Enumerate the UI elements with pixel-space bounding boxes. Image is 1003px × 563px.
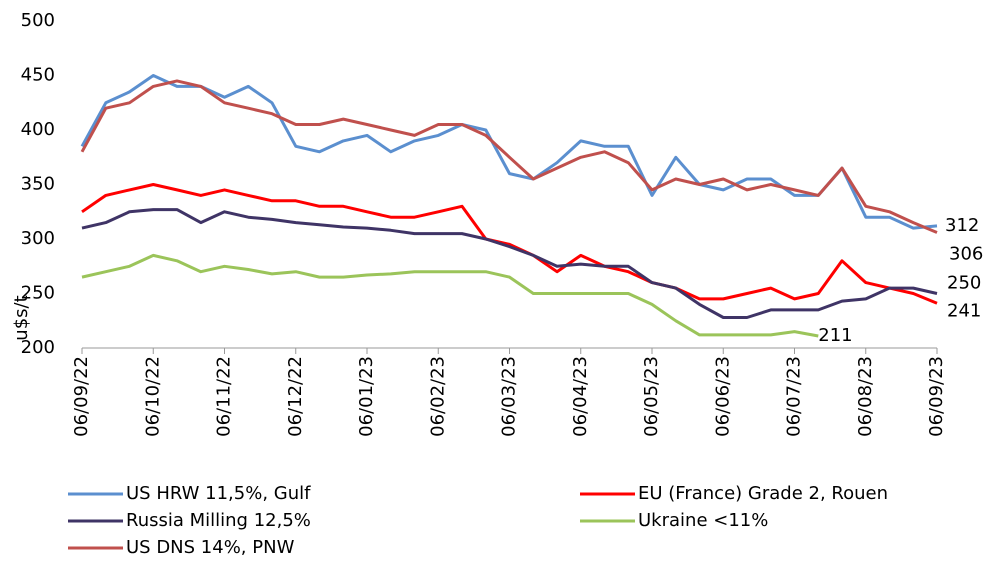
series-line — [80, 79, 938, 234]
x-tick-label: 06/06/23 — [712, 356, 733, 437]
end-label: 241 — [947, 300, 981, 321]
legend-label: Ukraine <11% — [638, 510, 768, 531]
x-tick-label: 06/09/22 — [71, 356, 92, 437]
series-line — [80, 74, 938, 230]
series-line — [81, 208, 938, 319]
x-tick-label: 06/02/23 — [427, 356, 448, 437]
x-tick-label: 06/05/23 — [641, 356, 662, 437]
series-line — [81, 253, 819, 338]
x-tick-label: 06/04/23 — [570, 356, 591, 437]
y-tick-label: 300 — [21, 228, 55, 249]
x-tick-label: 06/03/23 — [499, 356, 520, 437]
x-tick-label: 06/09/23 — [926, 356, 947, 437]
x-tick-label: 06/07/23 — [784, 356, 805, 437]
legend-label: US HRW 11,5%, Gulf — [126, 483, 311, 504]
end-label: 211 — [818, 325, 852, 346]
x-tick-label: 06/08/23 — [855, 356, 876, 437]
end-label: 312 — [945, 215, 979, 236]
y-axis-title: u$s/t — [11, 295, 32, 340]
y-tick-label: 350 — [21, 174, 55, 195]
legend-label: EU (France) Grade 2, Rouen — [638, 483, 888, 504]
end-label: 250 — [947, 273, 981, 294]
x-tick-label: 06/01/23 — [356, 356, 377, 437]
y-tick-label: 400 — [21, 119, 55, 140]
x-tick-label: 06/12/22 — [285, 356, 306, 437]
x-tick-label: 06/10/22 — [142, 356, 163, 437]
series-line — [81, 183, 938, 305]
y-tick-label: 200 — [21, 337, 55, 358]
y-tick-label: 500 — [21, 10, 55, 31]
end-label: 306 — [949, 243, 983, 264]
y-tick-label: 450 — [21, 65, 55, 86]
y-tick-label: 250 — [21, 283, 55, 304]
legend-label: US DNS 14%, PNW — [126, 537, 295, 558]
x-tick-label: 06/11/22 — [214, 356, 235, 437]
legend-label: Russia Milling 12,5% — [126, 510, 311, 531]
